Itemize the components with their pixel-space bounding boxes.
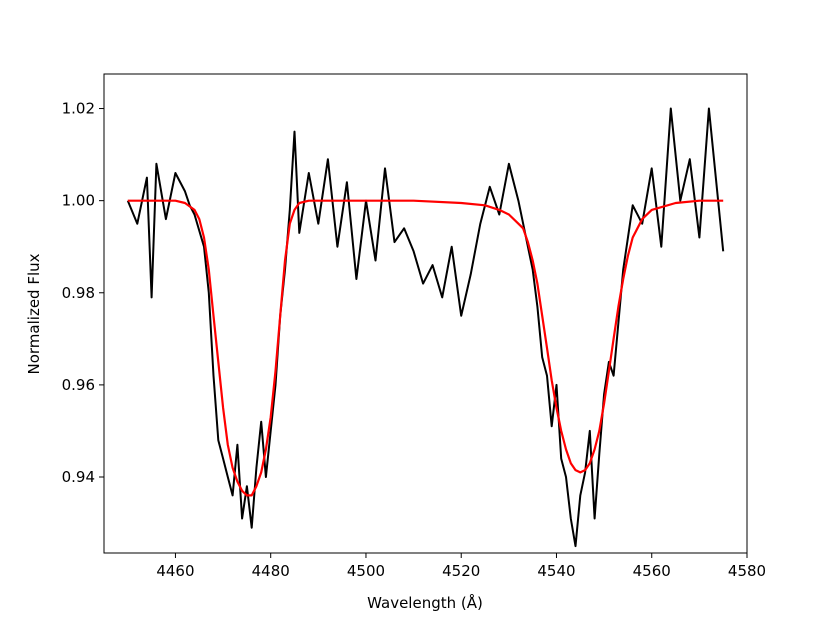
x-axis-label: Wavelength (Å) xyxy=(367,593,483,612)
x-tick-label: 4580 xyxy=(728,562,766,580)
y-tick-label: 1.00 xyxy=(62,192,95,210)
x-tick-label: 4560 xyxy=(633,562,671,580)
series-line-observed xyxy=(126,107,725,548)
plot-frame xyxy=(103,73,748,554)
x-tick-label: 4520 xyxy=(442,562,480,580)
series-line-model xyxy=(127,199,724,497)
x-tick-label: 4500 xyxy=(347,562,385,580)
y-axis: 0.94 0.96 0.98 1.00 1.02 xyxy=(62,100,104,486)
y-tick-label: 1.02 xyxy=(62,100,95,118)
y-tick-label: 0.98 xyxy=(62,284,95,302)
x-tick-label: 4540 xyxy=(537,562,575,580)
y-tick-label: 0.94 xyxy=(62,468,95,486)
x-tick-label: 4460 xyxy=(156,562,194,580)
x-axis: 4460 4480 4500 4520 4540 4560 4580 xyxy=(156,553,766,580)
plot-lines xyxy=(126,107,725,548)
y-tick-label: 0.96 xyxy=(62,376,95,394)
y-axis-label: Normalized Flux xyxy=(25,253,43,374)
x-tick-label: 4480 xyxy=(252,562,290,580)
